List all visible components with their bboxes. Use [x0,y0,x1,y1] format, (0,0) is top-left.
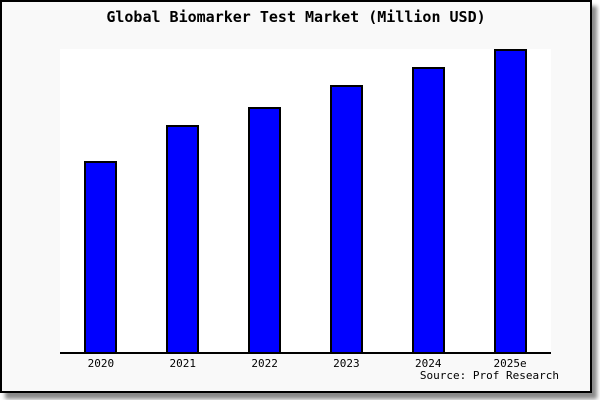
source-attribution: Source: Prof Research [419,369,559,382]
plot-area [60,49,551,354]
x-tick-label-2021: 2021 [169,357,197,370]
x-tick-label-2024: 2024 [415,357,442,370]
bar-2022 [248,107,281,352]
chart-figure: Global Biomarker Test Market (Million US… [0,0,592,393]
x-axis-tick-labels: 2020 2021 2022 2023 2024 2025e [60,357,551,371]
bar-2024 [412,67,445,352]
x-tick-label-2022: 2022 [251,357,278,370]
chart-title: Global Biomarker Test Market (Million US… [106,8,486,26]
x-tick-label-2020: 2020 [87,357,115,370]
bar-2025e [494,49,527,352]
x-tick-label-2023: 2023 [333,357,360,370]
bar-2023 [330,85,363,352]
x-tick-label-2025e: 2025e [493,357,527,370]
bar-2021 [166,125,199,352]
bar-2020 [84,161,117,352]
